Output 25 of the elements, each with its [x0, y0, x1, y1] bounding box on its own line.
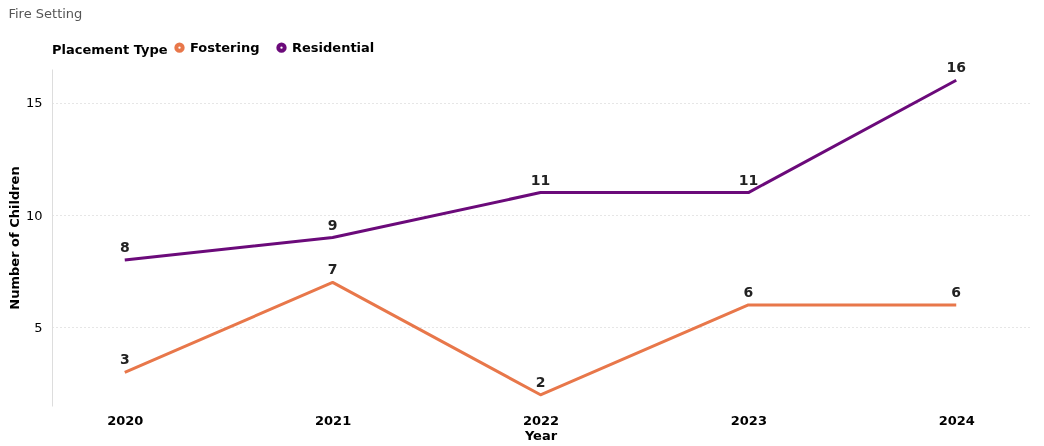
data-label: 11 — [738, 171, 759, 188]
x-tick-label: 2024 — [938, 412, 975, 428]
legend-label: Residential — [292, 39, 375, 55]
data-label: 3 — [119, 351, 130, 368]
data-label: 9 — [327, 216, 338, 233]
x-tick-label: 2020 — [107, 412, 144, 428]
data-label: 6 — [743, 283, 754, 300]
x-axis-title: Year — [523, 427, 558, 443]
legend-label: Fostering — [190, 39, 260, 55]
y-axis-title: Number of Children — [6, 166, 22, 310]
y-tick-label: 10 — [25, 207, 43, 223]
data-label: 7 — [327, 261, 338, 278]
legend-title: Placement Type — [52, 42, 168, 57]
data-label: 6 — [951, 283, 962, 300]
x-tick-label: 2023 — [730, 412, 767, 428]
data-label: 11 — [530, 171, 551, 188]
data-label: 8 — [119, 238, 130, 255]
y-tick-label: 15 — [25, 95, 43, 111]
y-tick-label: 5 — [34, 319, 43, 335]
line-series — [123, 78, 958, 262]
chart-title: Fire Setting — [8, 6, 83, 21]
data-label: 16 — [946, 59, 966, 76]
x-tick-label: 2021 — [315, 412, 352, 428]
x-tick-label: 2022 — [522, 412, 560, 428]
data-label: 2 — [535, 373, 546, 390]
